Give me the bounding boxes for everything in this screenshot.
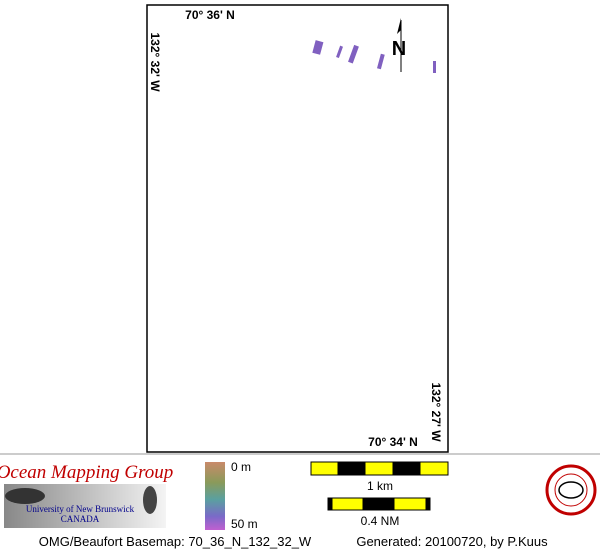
survey-data — [312, 40, 436, 73]
north-arrow: N — [392, 18, 406, 72]
map-frame — [146, 4, 449, 453]
right-longitude: 132° 27' W — [429, 382, 443, 442]
country: CANADA — [61, 514, 100, 524]
generated-caption: Generated: 20100720, by P.Kuus — [356, 534, 548, 549]
basemap-caption: OMG/Beaufort Basemap: 70_36_N_132_32_W — [39, 534, 312, 549]
scale-bar-nm — [327, 497, 431, 511]
omg-logo: Ocean Mapping Group University of New Br… — [0, 462, 173, 528]
left-longitude: 132° 32' W — [148, 32, 162, 92]
university: University of New Brunswick — [26, 504, 135, 514]
bottom-latitude: 70° 34' N — [368, 435, 418, 449]
scale-nm-label: 0.4 NM — [361, 514, 400, 528]
scale-bar-km — [310, 461, 449, 476]
north-label: N — [392, 38, 406, 60]
unb-seal — [545, 464, 597, 516]
depth-colorbar — [205, 462, 225, 530]
scale-km-label: 1 km — [367, 479, 393, 493]
depth-max: 50 m — [231, 517, 258, 531]
organization: Ocean Mapping Group — [0, 462, 173, 483]
depth-min: 0 m — [231, 460, 251, 474]
top-latitude: 70° 36' N — [185, 8, 235, 22]
